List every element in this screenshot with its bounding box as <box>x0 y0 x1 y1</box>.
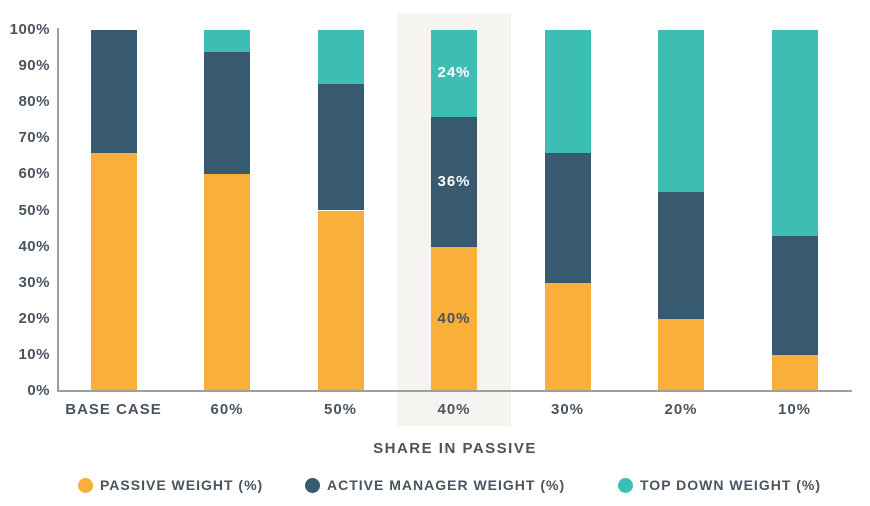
y-axis-tick-label: 80% <box>18 93 50 111</box>
bar-segment <box>204 30 250 52</box>
y-axis-tick-label: 60% <box>18 165 50 183</box>
legend-swatch-icon <box>305 477 320 493</box>
x-axis-tick-label: 10% <box>777 401 812 418</box>
bar-segment <box>771 354 818 391</box>
y-axis-line <box>57 28 59 391</box>
bar-value-label: 36% <box>437 172 471 190</box>
y-axis-tick-label: 90% <box>18 57 50 75</box>
x-axis-tick-label: 20% <box>664 401 698 418</box>
y-axis-tick-label: 0% <box>27 382 50 399</box>
x-axis-tick-label: BASE CASE <box>65 401 162 418</box>
bar-segment <box>431 116 477 247</box>
x-axis-title: SHARE IN PASSIVE <box>373 440 537 457</box>
legend-label: TOP DOWN WEIGHT (%) <box>640 477 822 493</box>
bar-segment <box>658 318 704 391</box>
bar-segment <box>771 30 818 236</box>
x-axis-tick-label: 60% <box>210 401 244 418</box>
bar-segment <box>771 235 818 355</box>
legend-label: ACTIVE MANAGER WEIGHT (%) <box>327 477 566 493</box>
y-axis-tick-label: 100% <box>9 21 50 38</box>
bar-segment <box>317 210 364 391</box>
x-axis-tick-label: 40% <box>437 401 471 418</box>
bar-segment <box>431 30 477 117</box>
bar-segment <box>658 192 704 319</box>
bar-segment <box>658 30 704 193</box>
y-axis-tick-label: 70% <box>18 129 50 147</box>
y-axis-tick-label: 40% <box>18 237 50 255</box>
x-axis-line <box>57 390 852 392</box>
legend-label: PASSIVE WEIGHT (%) <box>100 477 264 493</box>
bar-segment <box>544 152 591 283</box>
bar-value-label: 40% <box>437 309 471 327</box>
legend-swatch-icon <box>78 477 93 493</box>
bar-segment <box>544 282 591 391</box>
bar-segment <box>204 51 250 175</box>
y-axis-tick-label: 20% <box>18 309 50 327</box>
legend-item: PASSIVE WEIGHT (%) <box>78 476 263 494</box>
y-axis-tick-label: 10% <box>18 345 50 363</box>
y-axis-tick-label: 50% <box>18 201 50 219</box>
bar-segment <box>544 30 591 153</box>
bar-segment <box>90 152 137 391</box>
x-axis-tick-label: 50% <box>323 401 358 418</box>
y-axis-tick-label: 30% <box>18 273 50 291</box>
legend-swatch-icon <box>618 477 633 493</box>
bar-value-label: 24% <box>437 64 471 82</box>
bar-segment <box>317 84 364 211</box>
legend-item: TOP DOWN WEIGHT (%) <box>618 476 821 494</box>
bar-segment <box>90 30 137 153</box>
bar-segment <box>204 174 250 391</box>
bar-segment <box>317 30 364 85</box>
bar-segment <box>431 246 477 391</box>
x-axis-tick-label: 30% <box>550 401 585 418</box>
legend-item: ACTIVE MANAGER WEIGHT (%) <box>305 476 565 494</box>
